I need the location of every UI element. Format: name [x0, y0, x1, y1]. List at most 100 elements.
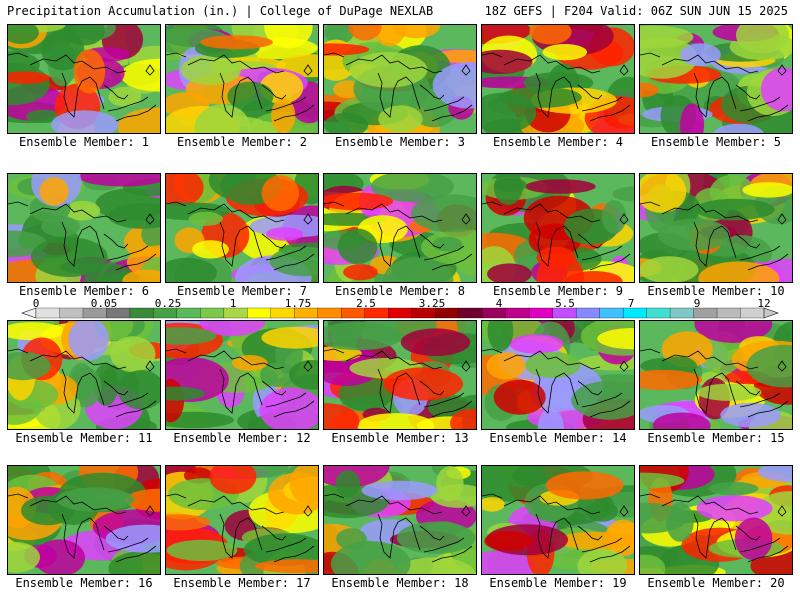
colorbar-right-arrow — [763, 307, 779, 319]
precip-field — [8, 25, 160, 133]
coastline — [482, 52, 631, 122]
coastline — [640, 348, 789, 418]
precip-field — [482, 174, 634, 282]
ensemble-member-label: Ensemble Member: 4 — [492, 135, 624, 149]
precip-field — [324, 174, 476, 282]
colorbar-cell — [622, 307, 648, 319]
colorbar-tick-label: 3.25 — [418, 297, 446, 310]
ensemble-member-label: Ensemble Member: 14 — [489, 431, 627, 445]
ensemble-map-7 — [165, 173, 319, 283]
coastline — [482, 201, 631, 271]
colorbar-tick-label: 4 — [495, 297, 503, 310]
colorbar-cell — [529, 307, 554, 319]
ensemble-member-label: Ensemble Member: 6 — [18, 284, 150, 298]
ensemble-map-10 — [639, 173, 793, 283]
coastline — [640, 493, 789, 563]
ensemble-map-2 — [165, 24, 319, 134]
ensemble-map-15 — [639, 320, 793, 430]
colorbar-cell — [35, 307, 60, 319]
coastline — [166, 493, 315, 563]
colorbar-tick-label: 1.75 — [284, 297, 312, 310]
coastline — [166, 201, 315, 271]
precip-field — [640, 174, 792, 282]
coastline — [166, 348, 315, 418]
ensemble-map-19 — [481, 465, 635, 575]
ensemble-map-13 — [323, 320, 477, 430]
header-valid-time: 18Z GEFS | F204 Valid: 06Z SUN JUN 15 20… — [484, 4, 788, 18]
ensemble-map-1 — [7, 24, 161, 134]
precip-field — [640, 25, 792, 133]
coastline — [640, 201, 789, 271]
colorbar-tick-label: 9 — [693, 297, 701, 310]
colorbar-cell — [575, 307, 601, 319]
ensemble-member-label: Ensemble Member: 12 — [173, 431, 311, 445]
ensemble-member-label: Ensemble Member: 16 — [15, 576, 153, 590]
precip-field — [166, 466, 318, 574]
ensemble-map-20 — [639, 465, 793, 575]
ensemble-member-label: Ensemble Member: 7 — [176, 284, 308, 298]
colorbar-cell — [599, 307, 624, 319]
colorbar-cell — [505, 307, 530, 319]
header-title: Precipitation Accumulation (in.) | Colle… — [7, 4, 434, 18]
colorbar-tick-label: 0.25 — [154, 297, 182, 310]
precip-field — [8, 321, 160, 429]
ensemble-map-14 — [481, 320, 635, 430]
ensemble-member-label: Ensemble Member: 10 — [647, 284, 785, 298]
ensemble-map-4 — [481, 24, 635, 134]
coastline — [482, 348, 631, 418]
colorbar-tick-label: 5.5 — [555, 297, 575, 310]
ensemble-member-label: Ensemble Member: 20 — [647, 576, 785, 590]
colorbar-cell — [129, 307, 154, 319]
ensemble-map-6 — [7, 173, 161, 283]
ensemble-map-3 — [323, 24, 477, 134]
ensemble-map-17 — [165, 465, 319, 575]
colorbar-cell — [646, 307, 671, 319]
precip-field — [482, 321, 634, 429]
ensemble-map-9 — [481, 173, 635, 283]
precip-field — [166, 321, 318, 429]
colorbar-cell — [669, 307, 694, 319]
colorbar-cell — [317, 307, 342, 319]
colorbar-tick-label: 2.5 — [356, 297, 376, 310]
colorbar-cell — [247, 307, 272, 319]
precip-field — [8, 466, 160, 574]
precip-field — [640, 321, 792, 429]
ensemble-member-label: Ensemble Member: 19 — [489, 576, 627, 590]
coastline — [482, 493, 631, 563]
coastline — [166, 52, 315, 122]
colorbar-cell — [200, 307, 225, 319]
coastline — [8, 52, 157, 122]
coastline — [8, 201, 157, 271]
ensemble-map-16 — [7, 465, 161, 575]
colorbar-tick-label: 0 — [32, 297, 40, 310]
ensemble-member-label: Ensemble Member: 17 — [173, 576, 311, 590]
precip-field — [166, 25, 318, 133]
ensemble-member-label: Ensemble Member: 3 — [334, 135, 466, 149]
ensemble-member-label: Ensemble Member: 15 — [647, 431, 785, 445]
ensemble-map-18 — [323, 465, 477, 575]
colorbar-cell — [458, 307, 483, 319]
ensemble-map-12 — [165, 320, 319, 430]
coastline — [324, 201, 473, 271]
ensemble-member-label: Ensemble Member: 1 — [18, 135, 150, 149]
precip-field — [482, 25, 634, 133]
ensemble-map-5 — [639, 24, 793, 134]
coastline — [324, 493, 473, 563]
ensemble-map-8 — [323, 173, 477, 283]
precip-field — [482, 466, 634, 574]
colorbar-cell — [716, 307, 741, 319]
colorbar — [21, 307, 779, 319]
coastline — [8, 348, 157, 418]
colorbar-tick-label: 1 — [229, 297, 237, 310]
ensemble-member-label: Ensemble Member: 11 — [15, 431, 153, 445]
colorbar-tick-label: 7 — [627, 297, 635, 310]
ensemble-member-label: Ensemble Member: 9 — [492, 284, 624, 298]
coastline — [640, 52, 789, 122]
ensemble-member-label: Ensemble Member: 18 — [331, 576, 469, 590]
precip-field — [640, 466, 792, 574]
coastline — [324, 348, 473, 418]
ensemble-member-label: Ensemble Member: 5 — [650, 135, 782, 149]
colorbar-cell — [388, 307, 413, 319]
colorbar-tick-label: 0.05 — [90, 297, 118, 310]
ensemble-map-11 — [7, 320, 161, 430]
